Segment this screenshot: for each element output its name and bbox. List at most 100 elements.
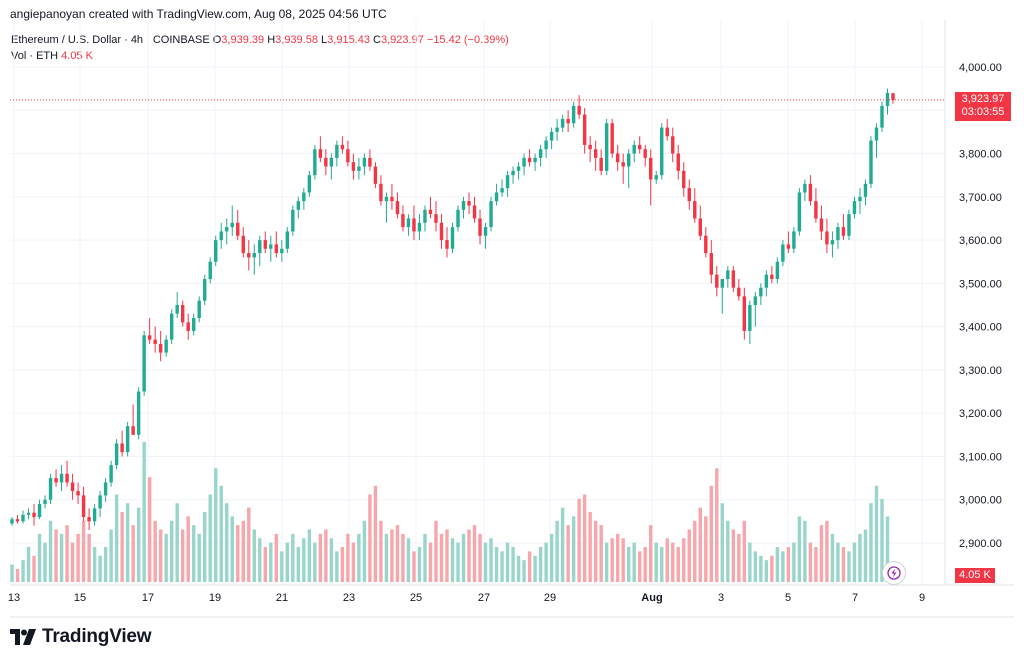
volume-bar bbox=[70, 542, 75, 582]
volume-bar bbox=[825, 520, 829, 582]
volume-bar bbox=[781, 551, 785, 582]
y-tick-label: 3,800.00 bbox=[959, 149, 1002, 161]
candle-body bbox=[98, 495, 102, 509]
candle-body bbox=[803, 183, 807, 193]
volume-bar bbox=[247, 507, 251, 582]
x-tick-label: 3 bbox=[718, 592, 724, 604]
lightning-icon[interactable] bbox=[882, 561, 906, 585]
candle-body bbox=[797, 192, 802, 232]
volume-bar bbox=[764, 560, 769, 582]
volume-bar bbox=[582, 494, 587, 582]
volume-bar bbox=[258, 538, 262, 582]
volume-bar bbox=[538, 547, 543, 582]
volume-bar bbox=[417, 547, 422, 582]
candle-body bbox=[373, 166, 378, 184]
candle-body bbox=[324, 157, 328, 167]
candle-body bbox=[516, 166, 521, 171]
candle-body bbox=[869, 140, 873, 184]
volume-bar bbox=[522, 560, 526, 582]
volume-bar bbox=[489, 538, 493, 582]
volume-bar bbox=[621, 538, 625, 582]
volume-bar bbox=[43, 542, 47, 582]
volume-bar bbox=[125, 503, 130, 582]
candle-body bbox=[450, 227, 455, 249]
volume-bar bbox=[180, 529, 185, 582]
x-tick-label: 17 bbox=[142, 592, 154, 604]
volume-bar bbox=[197, 533, 201, 582]
candle-body bbox=[318, 149, 323, 158]
volume-bar bbox=[423, 533, 427, 582]
volume-bar bbox=[687, 529, 691, 582]
candle-body bbox=[693, 201, 697, 219]
x-tick-label: Aug bbox=[641, 592, 662, 604]
y-tick-label: 3,600.00 bbox=[959, 235, 1002, 247]
legend-symbol-line: Ethereum / U.S. Dollar · 4h · COINBASE O… bbox=[11, 34, 509, 46]
candle-body bbox=[136, 391, 141, 435]
candle-body bbox=[786, 244, 791, 249]
candle-body bbox=[37, 504, 42, 518]
symbol-name[interactable]: Ethereum / U.S. Dollar · 4h · COINBASE bbox=[11, 34, 210, 46]
volume-label[interactable]: Vol · ETH bbox=[11, 50, 59, 62]
candle-body bbox=[599, 157, 603, 171]
change-value: −15.42 (−0.39%) bbox=[426, 34, 509, 46]
volume-bar bbox=[803, 520, 807, 582]
volume-bar bbox=[472, 525, 477, 582]
candle-body bbox=[423, 209, 427, 223]
volume-bar bbox=[280, 551, 284, 582]
volume-bar bbox=[814, 547, 818, 582]
candle-body bbox=[715, 274, 719, 288]
candle-body bbox=[269, 244, 273, 249]
volume-bar bbox=[351, 542, 356, 582]
candle-body bbox=[494, 192, 499, 202]
candle-body bbox=[225, 227, 229, 232]
volume-bar bbox=[533, 555, 537, 582]
volume-bar bbox=[588, 512, 592, 582]
candle-body bbox=[445, 240, 449, 249]
candle-body bbox=[26, 512, 31, 515]
volume-bar bbox=[759, 555, 763, 582]
candle-body bbox=[428, 209, 433, 215]
volume-bar bbox=[880, 498, 884, 582]
volume-bar bbox=[858, 533, 862, 582]
candle-body bbox=[340, 144, 345, 150]
volume-bar bbox=[263, 547, 267, 582]
volume-bar bbox=[114, 494, 119, 582]
volume-bar bbox=[291, 533, 295, 582]
volume-bar bbox=[136, 507, 141, 582]
candle-body bbox=[296, 201, 301, 210]
candle-body bbox=[538, 149, 543, 158]
volume-bar bbox=[169, 520, 174, 582]
candle-body bbox=[555, 127, 559, 132]
candle-body bbox=[836, 227, 840, 241]
volume-bar bbox=[54, 529, 58, 582]
volume-bar bbox=[390, 529, 394, 582]
volume-bar bbox=[175, 503, 179, 582]
volume-bar bbox=[346, 533, 350, 582]
candle-body bbox=[825, 231, 829, 245]
volume-bar bbox=[142, 442, 146, 582]
volume-bar bbox=[593, 520, 598, 582]
candle-body bbox=[632, 144, 636, 154]
volume-bar bbox=[236, 525, 240, 582]
candle-body bbox=[390, 196, 394, 202]
volume-bar bbox=[748, 542, 752, 582]
volume-bar bbox=[830, 533, 835, 582]
volume-bar bbox=[753, 551, 758, 582]
candle-body bbox=[186, 322, 190, 331]
candle-body bbox=[346, 149, 350, 163]
volume-bar bbox=[726, 520, 730, 582]
candle-body bbox=[439, 222, 444, 241]
candle-body bbox=[59, 473, 64, 483]
tradingview-logo[interactable]: TradingView bbox=[10, 626, 152, 648]
candle-body bbox=[511, 170, 515, 176]
candle-body bbox=[830, 240, 835, 245]
candle-body bbox=[863, 183, 868, 197]
volume-bar bbox=[406, 538, 411, 582]
candle-body bbox=[65, 473, 69, 483]
lightning-icon-glyph bbox=[887, 566, 901, 580]
volume-bar bbox=[610, 538, 614, 582]
volume-bar bbox=[362, 520, 367, 582]
candle-body bbox=[21, 514, 25, 522]
volume-bar bbox=[709, 485, 714, 582]
